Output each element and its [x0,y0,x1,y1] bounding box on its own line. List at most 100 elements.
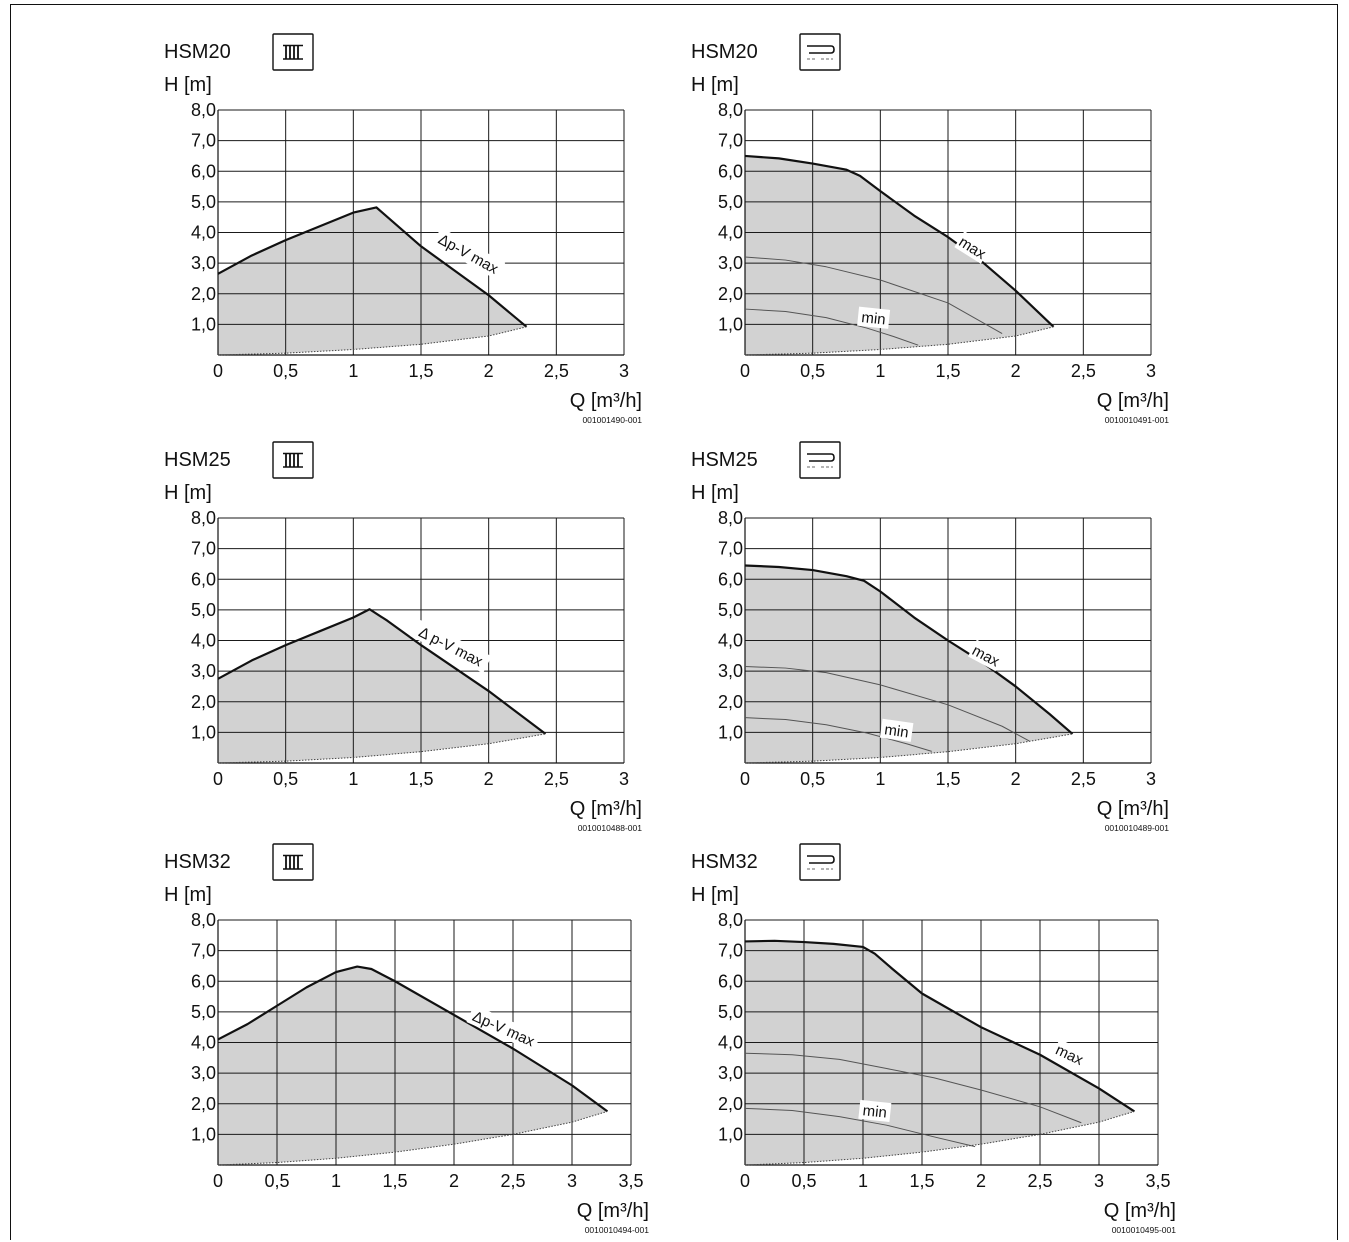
curve-label-min: min [879,718,914,742]
x-tick-label: 1 [348,361,358,381]
curve-label-background [466,1004,542,1052]
radiator-icon [272,441,314,479]
icon-frame [272,441,314,479]
x-tick-label: 3 [567,1171,577,1191]
y-tick-label: 1,0 [718,1124,743,1144]
x-tick-label: 0 [213,1171,223,1191]
y-tick-label: 8,0 [191,100,216,120]
x-tick-label: 3 [1094,1171,1104,1191]
x-tick-label: 0 [740,769,750,789]
y-tick-label: 8,0 [718,100,743,120]
heating-pipe [807,855,835,864]
icon-frame [799,441,841,479]
y-tick-label: 8,0 [191,910,216,930]
operating-area [745,565,1073,763]
x-tick-label: 2 [1011,361,1021,381]
x-tick-label: 2,5 [500,1171,525,1191]
y-tick-label: 3,0 [191,661,216,681]
floor-heating-icon [799,843,841,881]
x-tick-label: 3 [1146,361,1156,381]
y-tick-label: 3,0 [718,1063,743,1083]
curve-mid [744,666,1030,742]
curve-min [744,308,919,346]
y-tick-label: 1,0 [718,314,743,334]
icon-frame [799,843,841,881]
curve-label-min: min [857,306,891,329]
x-tick-label: 2 [449,1171,459,1191]
y-tick-label: 5,0 [718,192,743,212]
y-tick-label: 4,0 [718,223,743,243]
x-tick-label: 3,5 [1145,1171,1170,1191]
x-tick-label: 0 [213,361,223,381]
curve-min [744,717,932,752]
x-tick-label: 3,5 [618,1171,643,1191]
y-tick-label: 2,0 [718,284,743,304]
floor-heating-icon [799,33,841,71]
y-tick-label: 8,0 [718,910,743,930]
radiator-icon [272,843,314,881]
x-tick-label: 2,5 [544,361,569,381]
operating-area [218,609,546,763]
x-tick-label: 2 [484,361,494,381]
curve-boundary [744,326,1054,356]
x-axis-label: Q [m³/h] [1097,798,1169,820]
x-tick-label: 1 [875,361,885,381]
x-tick-label: 0 [740,361,750,381]
icon-frame [272,33,314,71]
chart-title: HSM25 [164,449,231,471]
x-axis-label: Q [m³/h] [570,390,642,412]
y-tick-label: 6,0 [191,569,216,589]
x-axis-label: Q [m³/h] [1104,1200,1176,1222]
curve-max [744,564,1074,735]
curve-label-text: min [861,309,887,328]
curve-label-background [1051,1039,1088,1070]
x-tick-label: 0 [740,1171,750,1191]
curve-label-text: min [862,1102,888,1121]
y-axis-label: H [m] [691,482,739,504]
curve-mid [744,1052,1082,1124]
x-tick-label: 3 [619,769,629,789]
x-tick-label: 1,5 [408,361,433,381]
y-tick-label: 6,0 [718,161,743,181]
operating-area [218,966,608,1165]
curve-label-background [857,306,891,329]
y-tick-label: 4,0 [191,1033,216,1053]
operating-area [745,155,1054,355]
grid [218,517,625,763]
x-tick-label: 3 [619,361,629,381]
y-tick-label: 5,0 [191,600,216,620]
x-axis-label: Q [m³/h] [577,1200,649,1222]
y-tick-label: 4,0 [718,1033,743,1053]
curve-min [744,1107,976,1148]
x-tick-label: 2 [484,769,494,789]
y-tick-label: 4,0 [718,631,743,651]
x-tick-label: 2,5 [1071,769,1096,789]
icon-frame [799,33,841,71]
curve-boundary [744,1110,1135,1166]
x-tick-label: 2,5 [1071,361,1096,381]
curve-boundary [217,1110,608,1166]
y-tick-label: 2,0 [191,692,216,712]
x-tick-label: 2 [976,1171,986,1191]
y-tick-label: 2,0 [191,1094,216,1114]
y-tick-label: 7,0 [191,131,216,151]
grid [218,919,632,1165]
y-tick-label: 7,0 [191,941,216,961]
x-tick-label: 1 [348,769,358,789]
curve-label-background [967,639,1005,672]
y-axis-label: H [m] [691,74,739,96]
y-tick-label: 6,0 [718,971,743,991]
curve-label-min: min [858,1099,892,1122]
x-tick-label: 1,5 [408,769,433,789]
y-tick-label: 6,0 [191,971,216,991]
y-tick-label: 5,0 [718,1002,743,1022]
operating-area [218,207,527,355]
curve-label-background [431,227,506,280]
curve-max [744,939,1135,1113]
x-tick-label: 0,5 [800,361,825,381]
y-axis-label: H [m] [691,884,739,906]
y-tick-label: 7,0 [191,539,216,559]
grid [745,517,1152,763]
